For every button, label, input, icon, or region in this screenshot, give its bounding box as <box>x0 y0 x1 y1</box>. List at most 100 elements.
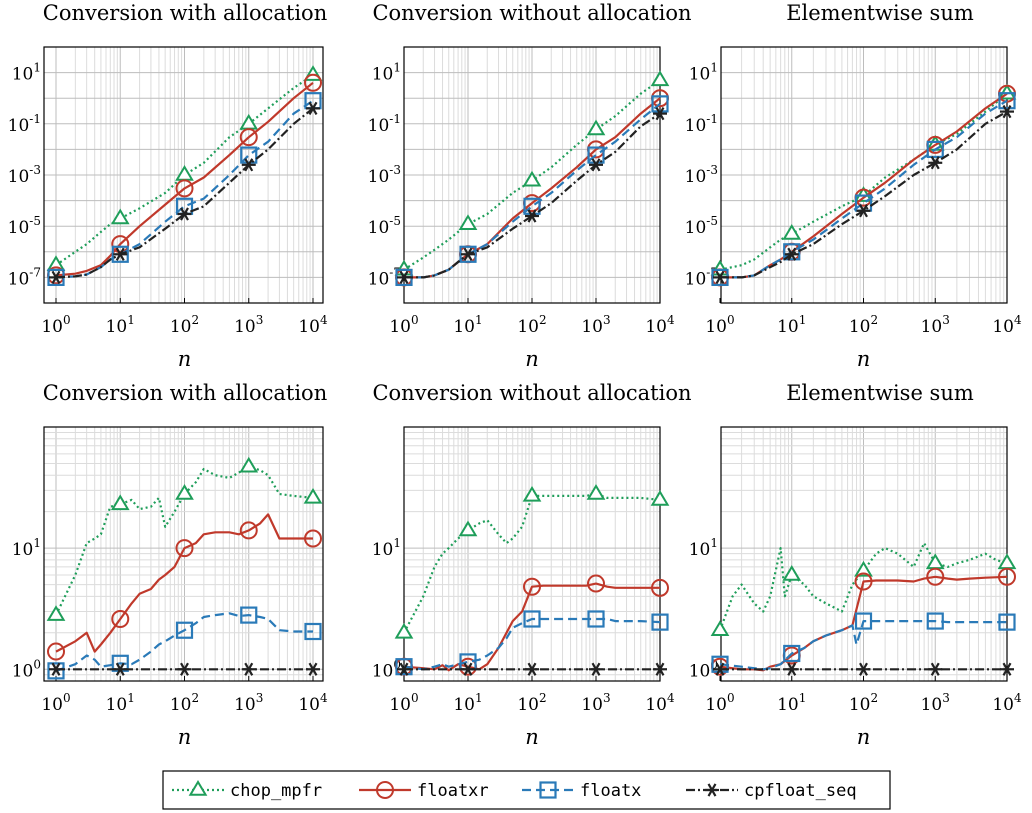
legend-entry-floatx: floatx <box>522 781 641 801</box>
series-line <box>719 620 1007 671</box>
x-tick-label: 101 <box>777 691 806 715</box>
data-point <box>175 179 194 198</box>
data-point <box>241 158 256 172</box>
data-point <box>394 622 414 639</box>
data-point <box>110 494 130 511</box>
series-line <box>720 110 1008 279</box>
data-point <box>239 113 259 130</box>
series-chop_mpfr <box>46 456 323 621</box>
data-point <box>856 204 871 218</box>
data-point <box>926 567 945 586</box>
legend-marker <box>705 783 719 797</box>
x-axis-label: n <box>178 347 192 371</box>
data-point <box>46 605 66 621</box>
data-point <box>1000 104 1014 119</box>
y-tick-label: 10-7 <box>8 265 41 289</box>
data-point <box>651 578 669 597</box>
data-point <box>306 101 320 115</box>
y-tick-label: 10-5 <box>685 214 718 238</box>
panel-title: Elementwise sum <box>786 1 974 25</box>
x-tick-label: 101 <box>453 691 482 715</box>
data-point <box>177 207 192 221</box>
data-point <box>113 662 128 676</box>
data-point <box>461 247 475 261</box>
y-tick-label: 10-5 <box>8 214 41 238</box>
x-tick-label: 104 <box>645 313 675 337</box>
data-point <box>239 128 258 147</box>
legend: chop_mpfr floatxr floatx cpfloat_seq <box>162 770 891 810</box>
y-tick-label: 101 <box>12 61 41 85</box>
series-floatx <box>711 612 1016 673</box>
data-point <box>925 553 945 570</box>
series-cpfloat_seq <box>397 107 667 285</box>
x-axis-label: n <box>178 725 192 749</box>
data-point <box>854 560 873 577</box>
series-cpfloat_seq <box>713 662 1014 676</box>
series-line <box>55 612 313 672</box>
y-tick-label: 10-3 <box>8 163 41 187</box>
series-floatx <box>395 610 669 676</box>
data-point <box>782 223 802 240</box>
data-point <box>586 484 606 500</box>
data-point <box>241 662 256 676</box>
panel-title: Conversion without allocation <box>372 1 691 25</box>
data-point <box>653 107 667 121</box>
x-tick-label: 102 <box>170 691 199 715</box>
plot-frame <box>43 46 324 304</box>
data-point <box>239 521 258 540</box>
panel-title: Conversion with allocation <box>43 1 327 25</box>
plot-frame <box>43 426 324 682</box>
y-tick-label: 10-3 <box>368 163 401 187</box>
x-tick-label: 100 <box>389 313 418 337</box>
x-tick-label: 102 <box>170 313 199 337</box>
data-point <box>459 245 477 263</box>
data-point <box>710 620 730 637</box>
data-point <box>304 73 322 92</box>
x-tick-label: 101 <box>106 691 135 715</box>
x-tick-label: 101 <box>777 313 806 337</box>
data-point <box>397 662 411 676</box>
data-point <box>589 158 603 172</box>
series-floatxr <box>47 513 322 661</box>
data-point <box>651 95 669 113</box>
data-point <box>175 621 194 639</box>
legend-entry-chop_mpfr: chop_mpfr <box>172 780 322 801</box>
series-chop_mpfr <box>394 484 670 639</box>
x-tick-label: 102 <box>517 691 546 715</box>
data-point <box>395 658 413 676</box>
x-tick-label: 103 <box>581 313 610 337</box>
data-point <box>998 613 1016 631</box>
data-point <box>650 70 670 87</box>
data-point <box>111 245 129 263</box>
legend-entry-cpfloat_seq: cpfloat_seq <box>686 781 857 801</box>
panel-title: Conversion with allocation <box>43 381 327 405</box>
data-point <box>998 567 1016 586</box>
series-line <box>403 492 661 634</box>
data-point <box>854 572 873 591</box>
y-tick-label: 10-5 <box>368 214 401 238</box>
legend-entry-floatxr: floatxr <box>359 781 489 801</box>
data-point <box>175 539 194 558</box>
legend-label: floatxr <box>417 781 489 801</box>
data-point <box>239 456 259 473</box>
data-point <box>458 520 478 537</box>
panel-title: Conversion without allocation <box>372 381 691 405</box>
data-point <box>711 655 729 673</box>
data-point <box>856 662 871 676</box>
legend-marker <box>188 780 208 796</box>
x-tick-label: 104 <box>645 691 675 715</box>
legend-label: cpfloat_seq <box>744 781 857 801</box>
data-point <box>713 270 727 285</box>
series-line <box>55 107 314 279</box>
data-point <box>854 612 873 630</box>
x-tick-label: 101 <box>453 313 482 337</box>
panel-title: Elementwise sum <box>786 381 974 405</box>
series-line <box>404 112 661 279</box>
series-line <box>403 582 660 672</box>
series-cpfloat_seq <box>49 662 320 676</box>
data-point <box>926 612 944 630</box>
legend-marker <box>376 781 394 799</box>
data-point <box>461 662 475 676</box>
data-point <box>306 662 320 676</box>
